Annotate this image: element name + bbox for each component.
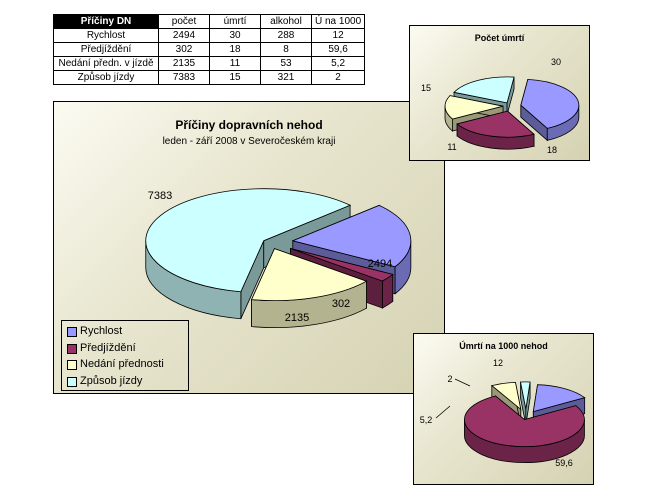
table-cell: 288 — [260, 28, 312, 43]
table-corner-header: Příčiny DN — [53, 14, 159, 29]
column-header: Ú na 1000 — [310, 14, 366, 29]
leader-line — [454, 378, 471, 387]
data-label: 12 — [492, 358, 504, 368]
deaths-pie-chart — [444, 76, 580, 150]
table-cell: 2494 — [158, 28, 210, 43]
leader-line — [435, 405, 451, 419]
table-cell: 2135 — [158, 56, 210, 71]
legend-item: Rychlost — [62, 323, 188, 340]
data-label: 5,2 — [419, 415, 433, 425]
data-label: 2 — [447, 374, 453, 384]
data-label: 7383 — [147, 190, 173, 202]
column-header: alkohol — [260, 14, 312, 29]
legend-swatch — [67, 343, 77, 354]
deaths-chart-area: Počet úmrtí 30 18 11 15 — [409, 25, 590, 161]
legend-item: Způsob jízdy — [62, 373, 188, 390]
row-label: Předjíždění — [53, 42, 159, 57]
row-label: Způsob jízdy — [53, 70, 159, 85]
row-label: Rychlost — [53, 28, 159, 43]
table-cell: 30 — [209, 28, 261, 43]
table-cell: 8 — [260, 42, 312, 57]
table-cell: 2 — [310, 70, 366, 85]
table-cell: 5,2 — [310, 56, 366, 71]
legend-swatch — [67, 327, 77, 337]
table-cell: 53 — [260, 56, 312, 71]
data-label: 30 — [550, 57, 562, 67]
table-cell: 302 — [158, 42, 210, 57]
data-label: 11 — [447, 142, 457, 152]
pie-slice-1 — [464, 395, 585, 464]
legend-label: Rychlost — [80, 325, 123, 337]
deaths-per-1000-pie-chart — [435, 378, 586, 464]
chart-legend: Rychlost Předjíždění Nedání přednosti Zp… — [61, 320, 189, 391]
data-label: 15 — [420, 83, 432, 93]
main-chart-area: Příčiny dopravních nehod leden - září 20… — [53, 101, 445, 394]
table-row: Způsob jízdy 7383 15 321 2 — [53, 70, 366, 85]
table-header-row: Příčiny DN počet úmrtí alkohol Ú na 1000 — [53, 14, 366, 29]
data-label: 59,6 — [555, 458, 573, 468]
legend-item: Předjíždění — [62, 340, 188, 357]
legend-swatch — [67, 360, 77, 370]
stats-table: Příčiny DN počet úmrtí alkohol Ú na 1000… — [53, 14, 366, 85]
pie-slice-2 — [250, 248, 368, 329]
table-cell: 18 — [209, 42, 261, 57]
table-row: Rychlost 2494 30 288 12 — [53, 28, 366, 43]
data-label: 2494 — [367, 258, 393, 270]
data-label: 302 — [331, 298, 351, 310]
legend-label: Předjíždění — [80, 341, 136, 354]
table-row: Nedání předn. v jízdě 2135 11 53 5,2 — [53, 56, 366, 71]
table-cell: 59,6 — [310, 42, 366, 57]
pie-slice-1 — [456, 110, 535, 150]
legend-label: Způsob jízdy — [80, 374, 143, 387]
main-pie-chart — [145, 188, 412, 329]
data-label: 18 — [546, 145, 558, 155]
legend-item: Nedání přednosti — [62, 356, 188, 373]
legend-label: Nedání přednosti — [80, 358, 164, 370]
table-cell: 11 — [209, 56, 261, 71]
data-label: 2135 — [284, 312, 310, 324]
table-cell: 7383 — [158, 70, 210, 85]
chart-subtitle: leden - září 2008 v Severočeském kraji — [162, 136, 336, 147]
table-cell: 321 — [260, 70, 312, 85]
chart-title: Příčiny dopravních nehod — [175, 118, 323, 132]
legend-swatch — [67, 376, 77, 387]
table-cell: 12 — [310, 28, 366, 43]
chart-title: Úmrtí na 1000 nehod — [459, 341, 548, 351]
row-label: Nedání předn. v jízdě — [53, 56, 159, 71]
table-cell: 15 — [209, 70, 261, 85]
column-header: úmrtí — [209, 14, 261, 29]
table-row: Předjíždění 302 18 8 59,6 — [53, 42, 366, 57]
chart-title: Počet úmrtí — [474, 33, 525, 43]
pie-slice-0 — [520, 78, 580, 142]
deaths-per-1000-chart-area: Úmrtí na 1000 nehod 12 59,6 5,2 2 — [413, 333, 594, 485]
column-header: počet — [158, 14, 210, 29]
